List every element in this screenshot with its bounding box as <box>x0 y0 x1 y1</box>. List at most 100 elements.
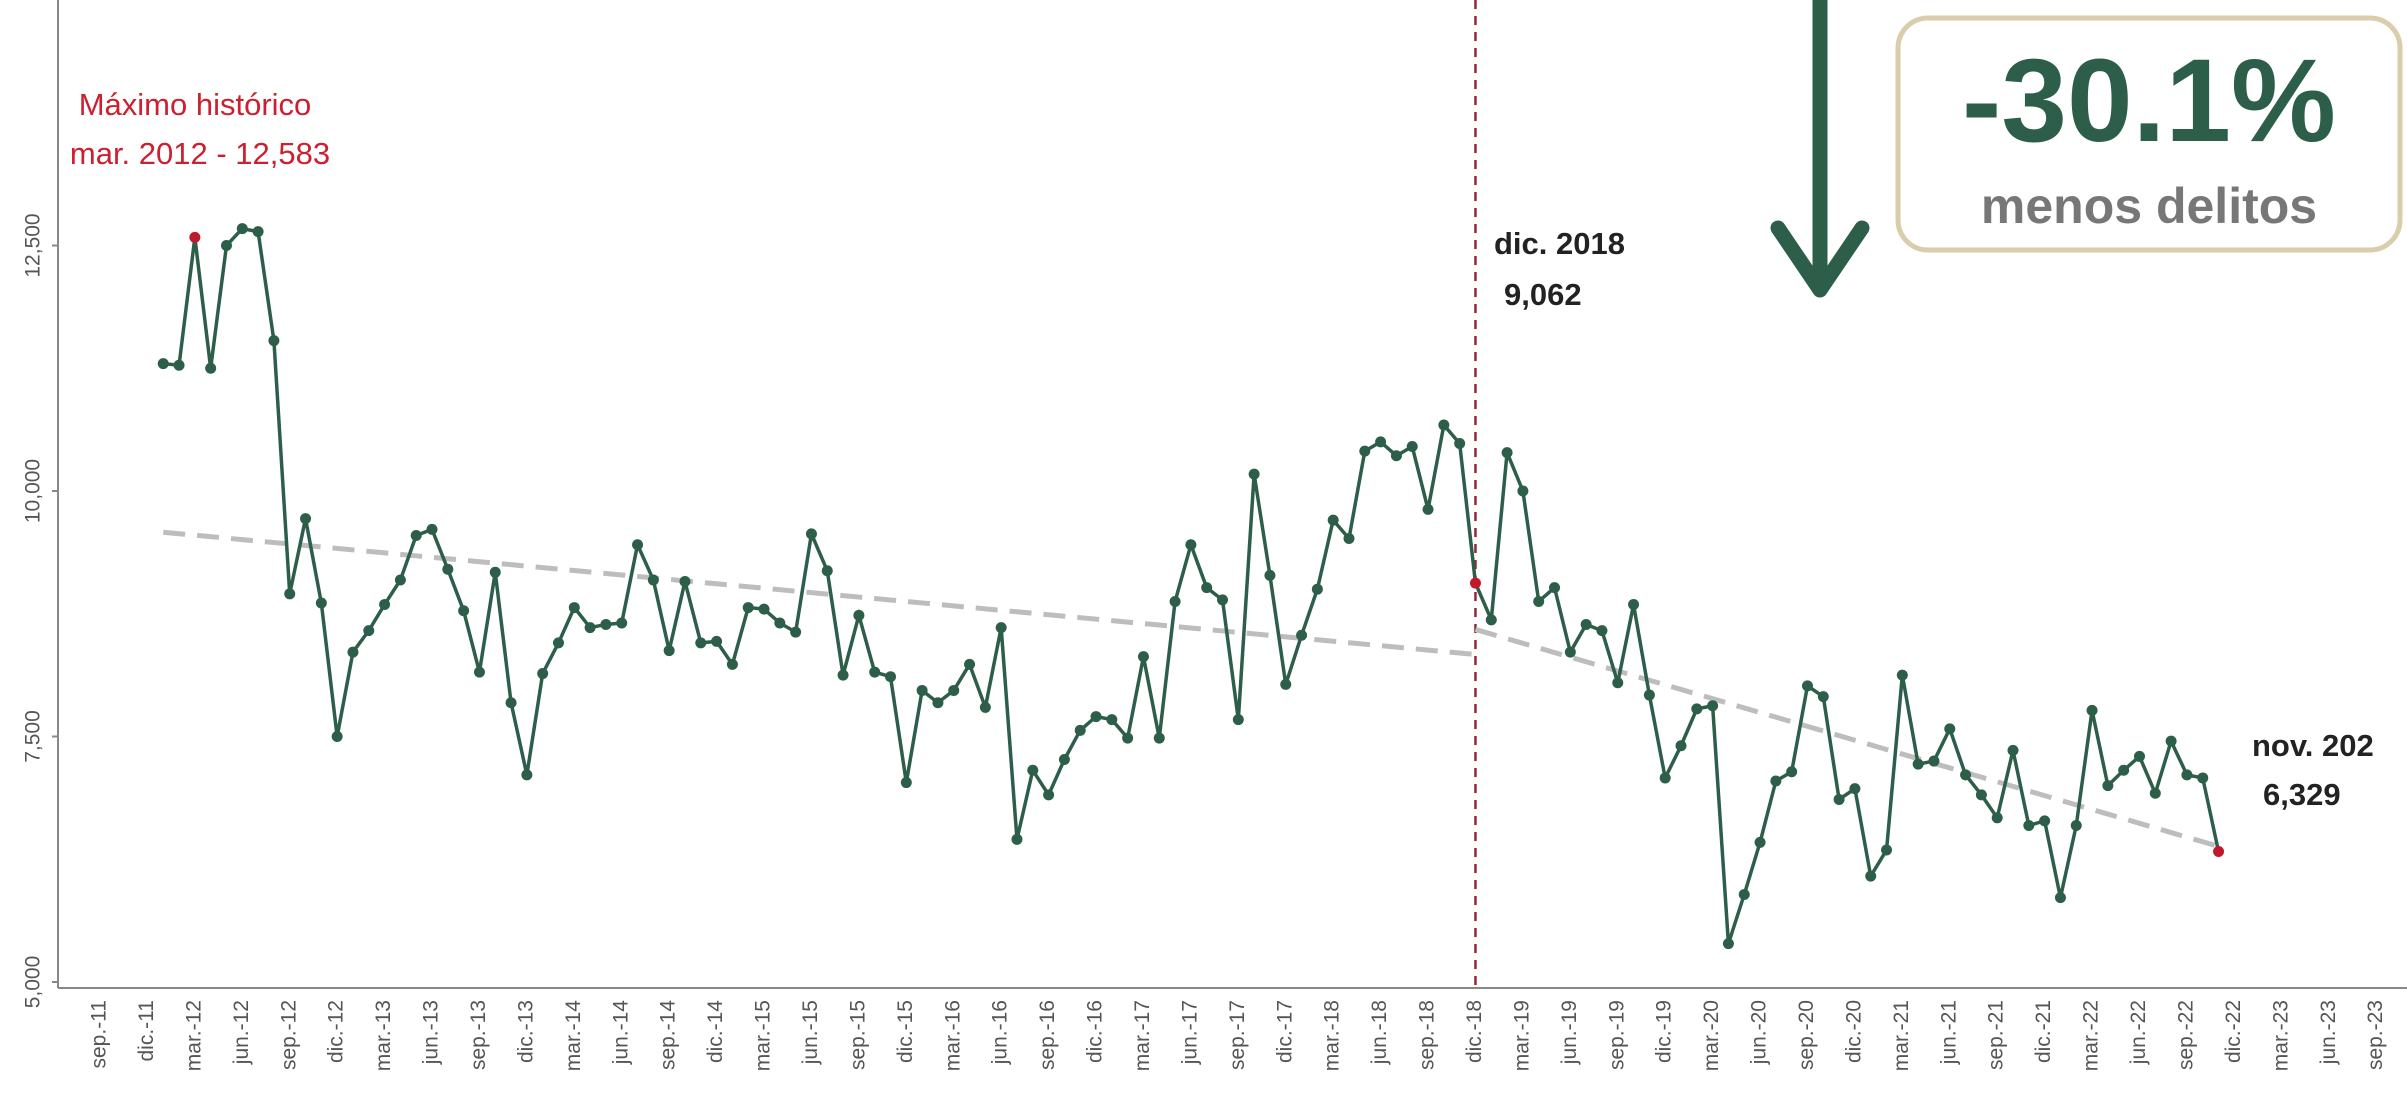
data-point <box>300 513 312 525</box>
data-point <box>1153 732 1165 744</box>
data-point <box>916 684 928 696</box>
data-point <box>442 563 454 575</box>
x-tick-label: jun.-14 <box>609 1000 632 1066</box>
x-tick-label: mar.-23 <box>2269 1000 2292 1071</box>
highlight-point <box>2213 845 2225 857</box>
data-point <box>2165 735 2177 747</box>
data-point <box>995 622 1007 634</box>
y-tick-label: 5,000 <box>22 956 45 1009</box>
data-point <box>173 359 185 371</box>
x-tick-label: mar.-17 <box>1131 1000 1154 1071</box>
annotation: Máximo histórico <box>79 87 312 122</box>
x-tick-label: dic.-11 <box>135 1000 158 1061</box>
data-point <box>695 637 707 649</box>
data-point <box>2181 769 2193 781</box>
data-point <box>1296 629 1308 641</box>
data-point <box>2149 787 2161 799</box>
x-tick-label: dic.-20 <box>1842 1000 1865 1063</box>
data-point <box>2007 744 2019 756</box>
data-point <box>1833 793 1845 805</box>
data-point <box>1185 539 1197 551</box>
data-point <box>552 637 564 649</box>
data-point <box>758 603 770 615</box>
x-tick-label: dic.-13 <box>514 1000 537 1063</box>
data-point <box>584 622 596 634</box>
data-point <box>1738 889 1750 901</box>
data-point <box>1944 723 1956 735</box>
data-point <box>410 529 422 541</box>
x-tick-label: dic.-17 <box>1273 1000 1296 1063</box>
x-tick-label: sep.-14 <box>657 1000 680 1070</box>
x-tick-label: mar.-22 <box>2080 1000 2103 1071</box>
data-point <box>821 565 833 577</box>
annotation: 9,062 <box>1504 277 1582 312</box>
data-point <box>1106 714 1118 726</box>
x-tick-label: sep.-13 <box>467 1000 490 1070</box>
data-point <box>1975 789 1987 801</box>
kpi-value: -30.1% <box>1962 35 2336 167</box>
data-point <box>1628 599 1640 611</box>
data-point <box>2102 780 2114 792</box>
x-tick-label: sep.-16 <box>1036 1000 1059 1070</box>
x-tick-label: mar.-16 <box>941 1000 964 1071</box>
data-point <box>505 697 517 709</box>
data-point <box>790 626 802 638</box>
x-tick-label: jun.-21 <box>1937 1000 1960 1065</box>
x-tick-label: mar.-19 <box>1510 1000 1533 1071</box>
data-point <box>1881 844 1893 856</box>
x-tick-label: jun.-22 <box>2127 1000 2150 1065</box>
x-tick-label: dic.-21 <box>2032 1000 2055 1063</box>
data-point <box>1564 646 1576 658</box>
y-tick-label: 7,500 <box>22 710 45 763</box>
data-point <box>1991 812 2003 824</box>
data-point <box>964 658 976 670</box>
data-point <box>616 617 628 629</box>
trend-line <box>163 529 1476 657</box>
data-point <box>1454 437 1466 449</box>
data-point <box>1801 680 1813 692</box>
x-tick-label: jun.-12 <box>230 1000 253 1065</box>
x-tick-label: jun.-18 <box>1368 1000 1391 1065</box>
x-tick-label: sep.-18 <box>1416 1000 1439 1070</box>
data-point <box>315 597 327 609</box>
data-point <box>869 666 881 678</box>
x-tick-label: sep.-22 <box>2174 1000 2197 1070</box>
data-point <box>2023 819 2035 831</box>
data-point <box>2118 764 2130 776</box>
data-point <box>363 625 375 637</box>
data-point <box>1011 833 1023 845</box>
x-tick-label: dic.-12 <box>325 1000 348 1063</box>
data-point <box>331 731 343 742</box>
data-point <box>774 617 786 629</box>
data-point <box>1928 755 1940 767</box>
data-point <box>948 684 960 696</box>
data-point <box>1248 468 1260 480</box>
data-point <box>394 574 406 586</box>
data-point <box>1849 783 1861 795</box>
data-point <box>1896 669 1908 681</box>
data-point <box>473 666 485 678</box>
plot-area: 5,000 7,500 10,000 12,500 sep.-11 dic.-11 mar.… <box>22 0 2387 1071</box>
highlight-point <box>1469 577 1481 589</box>
data-point <box>805 528 817 540</box>
data-point <box>568 602 580 614</box>
trend-line <box>1474 627 2220 849</box>
data-point <box>1390 450 1402 462</box>
x-tick-label: mar.-20 <box>1700 1000 1723 1071</box>
data-point <box>1786 766 1798 778</box>
data-line <box>163 226 2221 945</box>
data-point <box>1137 651 1149 663</box>
data-point <box>1722 938 1734 950</box>
data-point <box>220 240 232 251</box>
x-tick-label: mar.-18 <box>1321 1000 1344 1071</box>
data-point <box>1612 677 1624 689</box>
x-tick-label: jun.-19 <box>1558 1000 1581 1065</box>
data-point <box>932 697 944 709</box>
x-tick-label: jun.-23 <box>2317 1000 2340 1065</box>
data-point <box>1027 764 1039 776</box>
data-point <box>647 574 659 586</box>
data-point <box>663 645 675 657</box>
x-tick-label: sep.-20 <box>1795 1000 1818 1070</box>
down-arrow <box>1770 0 1870 298</box>
